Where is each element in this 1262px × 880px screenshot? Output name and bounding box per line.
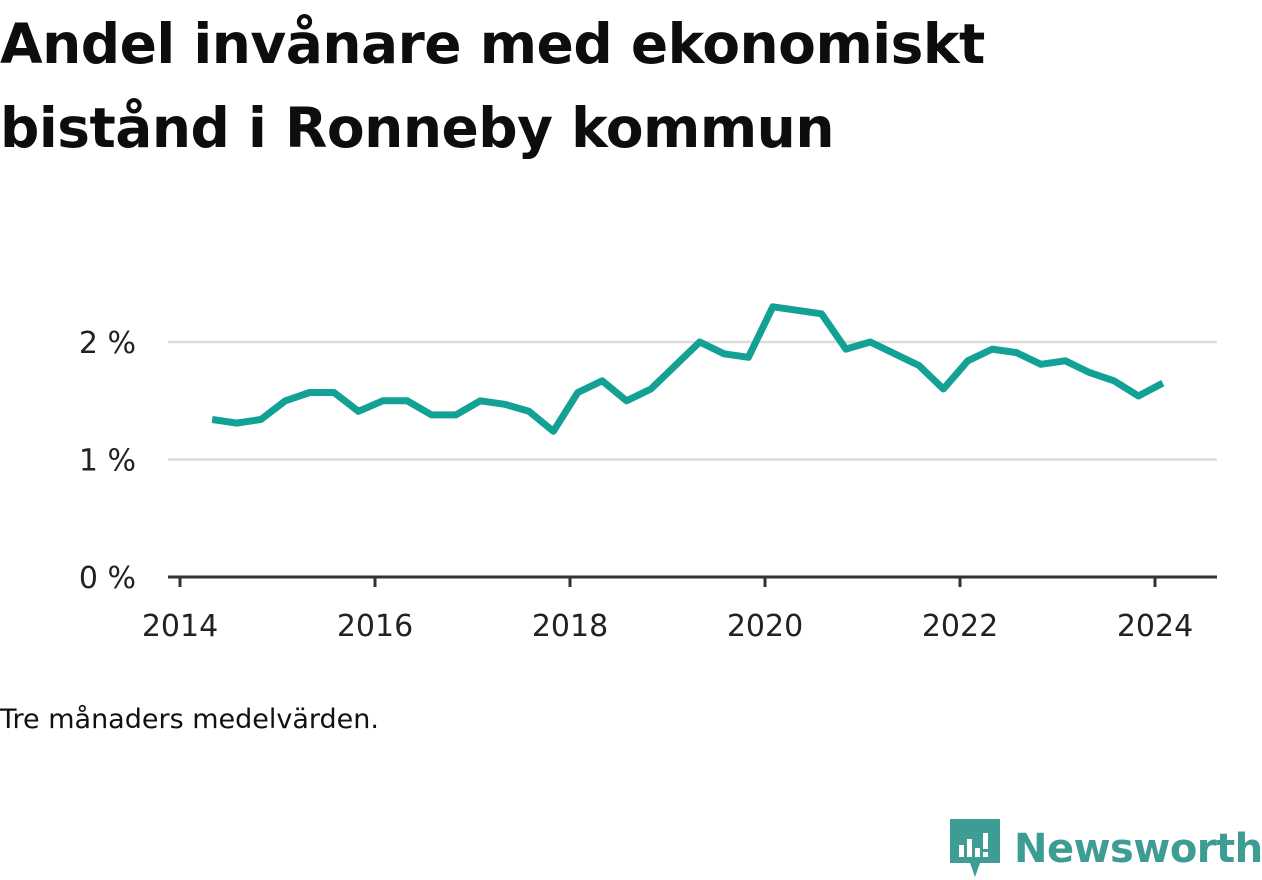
line-chart: 0 % 1 % 2 % 2014 2016 2018 2020 2022 2024	[79, 303, 1217, 644]
x-tick-label: 2016	[337, 609, 413, 644]
chart-title: Andel invånare med ekonomiskt bistånd i …	[0, 12, 985, 160]
gridlines	[168, 340, 1217, 461]
x-tick-label: 2018	[532, 609, 608, 644]
x-tick-label: 2022	[922, 609, 998, 644]
chart-note: Tre månaders medelvärden.	[0, 704, 379, 735]
y-tick-label: 0 %	[79, 561, 136, 596]
series-lines	[211, 303, 1165, 435]
x-tick-label: 2024	[1117, 609, 1193, 644]
y-axis-labels: 0 % 1 % 2 %	[79, 326, 136, 596]
series-line-0	[211, 303, 1165, 435]
bar-chart-badge-icon	[950, 819, 1000, 877]
newsworthy-logo[interactable]: Newsworthy	[950, 818, 1262, 880]
y-tick-label: 1 %	[79, 444, 136, 479]
x-tick-label: 2014	[142, 609, 218, 644]
x-tick-label: 2020	[727, 609, 803, 644]
x-axis	[168, 575, 1217, 587]
x-axis-labels: 2014 2016 2018 2020 2022 2024	[142, 609, 1193, 644]
y-tick-label: 2 %	[79, 326, 136, 361]
brand-name: Newsworthy	[1014, 826, 1262, 872]
